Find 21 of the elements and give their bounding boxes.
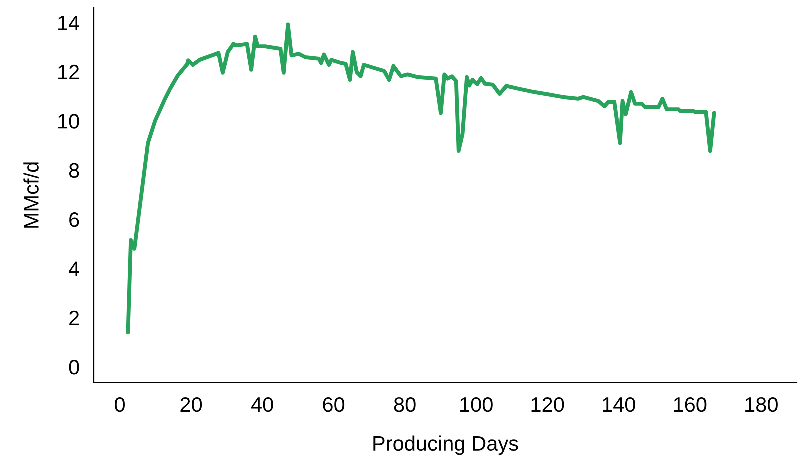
x-tick-label: 140: [603, 397, 636, 412]
y-tick-label: 6: [70, 212, 80, 228]
y-tick-label: 10: [58, 114, 80, 129]
y-axis-title: MMcf/d: [24, 162, 39, 228]
line-series: [126, 22, 716, 335]
x-axis-title: Producing Days: [374, 436, 518, 456]
x-tick-label: 40: [251, 397, 274, 412]
x-tick-label: 0: [115, 397, 125, 412]
x-tick-label: 80: [394, 397, 416, 412]
x-tick-label: 180: [746, 397, 778, 412]
y-tick-label: 8: [69, 163, 80, 178]
y-tick-label: 12: [58, 64, 80, 80]
x-tick-label: 100: [460, 397, 493, 412]
x-tick-label: 120: [532, 397, 564, 412]
y-tick-label: 4: [69, 262, 80, 276]
x-tick-label: 60: [323, 397, 345, 412]
x-tick-label: 160: [674, 397, 707, 412]
y-tick-label: 0: [69, 360, 80, 375]
x-tick-label: 20: [180, 397, 202, 412]
y-tick-label: 2: [70, 310, 80, 326]
y-tick-label: 14: [58, 16, 80, 30]
